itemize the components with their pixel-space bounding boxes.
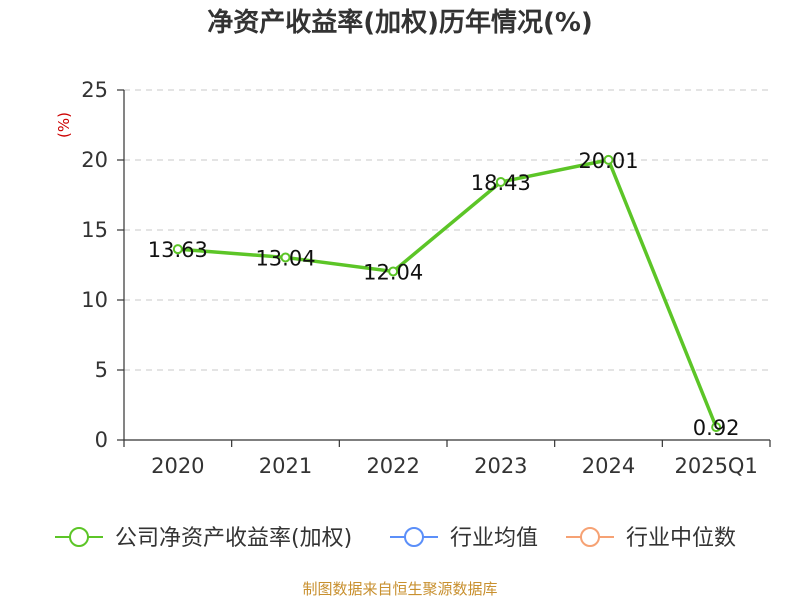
y-tick-label: 25 [81,78,108,102]
y-tick-label: 10 [81,288,108,312]
legend-label: 公司净资产收益率(加权) [115,526,352,551]
y-tick-label: 20 [81,148,108,172]
x-tick-label: 2022 [366,454,419,478]
data-source-note: 制图数据来自恒生聚源数据库 [302,580,498,598]
data-label: 13.63 [148,238,208,262]
y-axis-label: (%) [55,112,73,138]
chart-title: 净资产收益率(加权)历年情况(%) [207,8,593,38]
legend-marker [580,527,600,547]
data-label: 12.04 [363,260,423,284]
series-line [177,158,718,428]
data-label: 13.04 [255,246,315,270]
data-label: 0.92 [693,416,740,440]
data-point [603,154,614,165]
legend-marker [69,527,89,547]
x-tick-label: 2025Q1 [674,454,757,478]
x-tick-label: 2024 [582,454,635,478]
data-point [495,176,506,187]
data-point [172,244,183,255]
data-point [280,252,291,263]
y-tick-label: 5 [95,358,108,382]
data-label: 18.43 [471,171,531,195]
y-tick-label: 15 [81,218,108,242]
x-tick-label: 2020 [151,454,204,478]
x-tick-label: 2021 [259,454,312,478]
y-tick-label: 0 [95,428,108,452]
data-point [711,422,722,433]
legend-label: 行业均值 [450,526,538,551]
legend-label: 行业中位数 [626,526,736,551]
data-label: 20.01 [578,149,638,173]
x-tick-label: 2023 [474,454,527,478]
data-point [388,266,399,277]
legend-marker [404,527,424,547]
